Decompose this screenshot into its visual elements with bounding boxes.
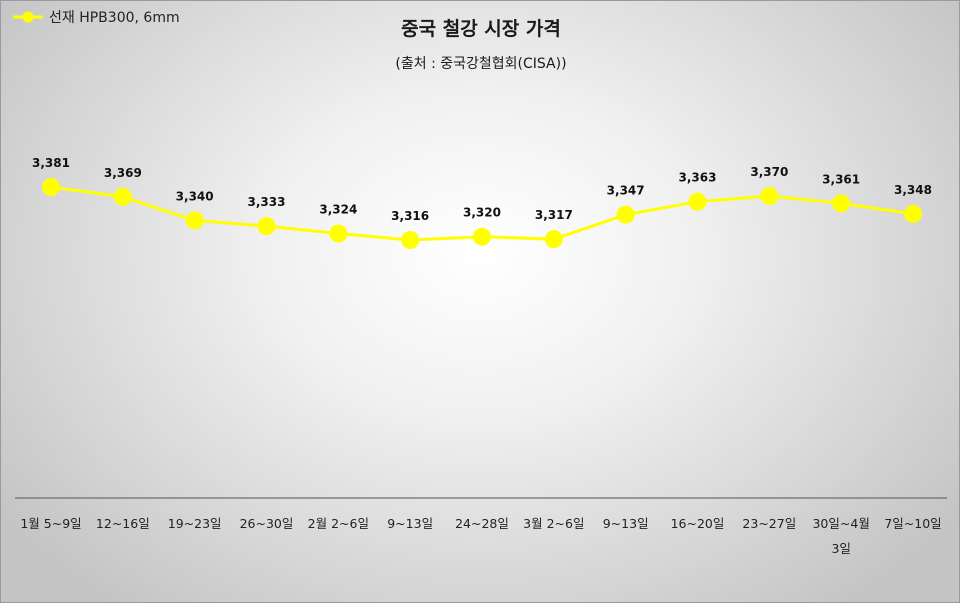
x-tick-label: 9~13일 [387, 516, 433, 531]
x-tick-labels: 1월 5~9일 12~16일 19~23일 26~30일 2월 2~6일 9~13일 24~… [20, 516, 941, 556]
data-point [688, 192, 707, 211]
legend-label: 선재 HPB300, 6mm [49, 10, 180, 26]
data-label: 3,381 [32, 156, 70, 170]
data-point [760, 186, 779, 205]
data-point [185, 211, 204, 230]
data-point [257, 217, 276, 236]
data-label: 3,347 [607, 184, 645, 198]
data-point [832, 194, 851, 213]
data-label: 3,340 [176, 189, 214, 203]
x-tick-label: 1월 5~9일 [20, 516, 81, 531]
x-tick-label: 23~27일 [742, 516, 796, 531]
x-tick-label: 19~23일 [168, 516, 222, 531]
data-label: 3,348 [894, 183, 932, 197]
data-label: 3,320 [463, 206, 501, 220]
data-point [904, 204, 922, 223]
data-label: 3,317 [535, 208, 573, 222]
data-label: 3,324 [319, 202, 357, 216]
x-tick-label: 3월 2~6일 [523, 516, 584, 531]
data-point [616, 205, 635, 224]
legend: 선재 HPB300, 6mm [13, 10, 180, 26]
x-tick-label: 26~30일 [240, 516, 294, 531]
data-label: 3,316 [391, 209, 429, 223]
data-point [544, 230, 563, 249]
data-label: 3,333 [248, 195, 286, 209]
x-tick-label: 9~13일 [603, 516, 649, 531]
data-point [42, 178, 60, 196]
x-tick-label: 7일~10일 [884, 516, 941, 531]
x-tick-label: 24~28일 [455, 516, 509, 531]
chart-title: 중국 철강 시장 가격 [401, 18, 561, 40]
data-point [473, 227, 491, 246]
data-label: 3,370 [750, 165, 788, 179]
x-tick-label: 30일~4월 [812, 516, 869, 531]
x-tick-label: 12~16일 [96, 516, 150, 531]
series-layer: 3,381 3,369 3,340 3,333 3,324 3,316 3,320 3,317… [32, 156, 932, 249]
data-label: 3,361 [822, 172, 860, 186]
data-point [329, 224, 348, 243]
x-tick-label: 3일 [831, 541, 850, 556]
x-tick-label: 2월 2~6일 [308, 516, 369, 531]
data-point [401, 231, 420, 249]
chart-subtitle: (출처 : 중국강철협회(CISA)) [395, 56, 566, 72]
legend-marker [22, 11, 34, 23]
data-label: 3,369 [104, 166, 142, 180]
x-tick-label: 16~20일 [671, 516, 725, 531]
data-point [113, 187, 132, 206]
data-label: 3,363 [679, 171, 717, 185]
